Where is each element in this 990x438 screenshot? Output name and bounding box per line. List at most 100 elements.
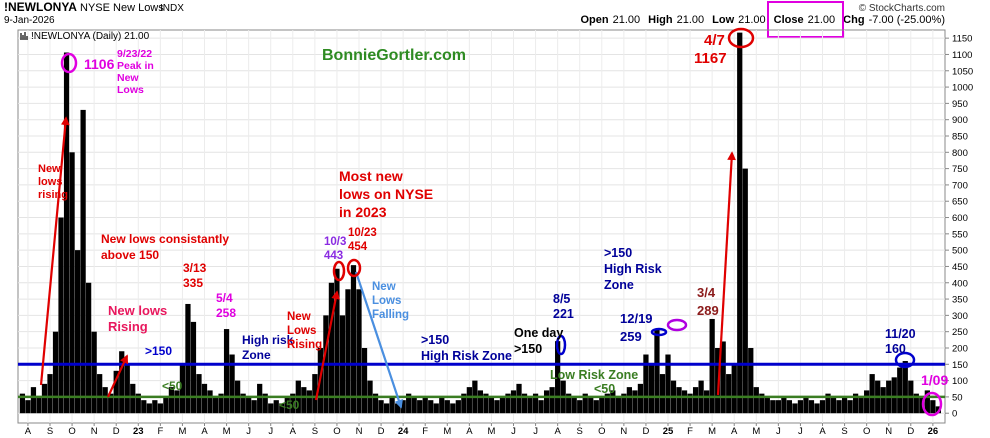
arrow <box>716 151 736 396</box>
quote: Open 21.00 High 21.00 Low 21.00 Close 21.00 Chg -… <box>581 14 946 26</box>
bar <box>174 390 180 414</box>
x-tick-label: J <box>533 426 538 437</box>
bar <box>599 396 605 414</box>
x-tick-label: N <box>885 426 892 437</box>
annotation: 3/13 <box>183 261 207 275</box>
annotation: Lows <box>287 325 316 337</box>
bar <box>350 265 357 414</box>
y-tick-label: 200 <box>952 343 968 354</box>
x-tick-label: A <box>466 426 473 437</box>
annotation: 1/09 <box>921 372 948 388</box>
annotation: 5/4 <box>216 291 233 305</box>
bar <box>615 396 621 414</box>
y-tick-label: 50 <box>952 392 963 403</box>
annotation: BonnieGortler.com <box>322 47 466 64</box>
bar <box>483 393 489 414</box>
y-tick-label: 750 <box>952 164 968 175</box>
bar <box>676 387 682 414</box>
bar <box>190 321 197 414</box>
bar <box>422 396 428 414</box>
bars <box>19 32 941 414</box>
bar <box>400 400 406 414</box>
arrow <box>314 290 340 401</box>
bar <box>97 374 103 414</box>
bar <box>201 383 208 414</box>
x-tick-label: A <box>290 426 297 437</box>
bar <box>543 390 550 414</box>
highlight-circle <box>666 318 688 332</box>
bar <box>273 400 279 414</box>
x-tick-label: J <box>246 426 251 437</box>
bar <box>461 393 467 414</box>
bar <box>681 390 688 414</box>
annotation: 10/23 <box>348 227 377 239</box>
bar <box>764 396 770 414</box>
x-tick-label: M <box>708 426 716 437</box>
quote-value: 21.00 <box>808 14 836 26</box>
quote-label: Low <box>712 14 734 26</box>
y-tick-label: 700 <box>952 180 968 191</box>
bar <box>69 152 75 414</box>
annotation: >150 <box>514 342 542 356</box>
highlight-circle <box>332 260 346 282</box>
index-name: NYSE New Lows <box>80 2 164 14</box>
bar <box>196 374 202 414</box>
quote-label: Close <box>774 14 804 26</box>
symbol: !NEWLONYA <box>4 0 77 14</box>
bar <box>499 396 506 414</box>
credit: © StockCharts.com <box>859 3 945 14</box>
bar <box>58 217 64 414</box>
bar <box>891 377 897 414</box>
bar <box>477 390 484 414</box>
y-tick-label: 500 <box>952 246 968 257</box>
bar <box>577 400 583 414</box>
bar <box>218 393 224 414</box>
y-tick-label: 400 <box>952 278 968 289</box>
bar <box>632 390 638 414</box>
bar <box>141 400 147 414</box>
bar <box>113 370 119 414</box>
y-tick-label: 0 <box>952 409 957 420</box>
bar <box>814 403 820 414</box>
bar <box>290 393 296 414</box>
arrows <box>39 116 736 409</box>
bar <box>852 393 859 414</box>
bar <box>880 387 886 414</box>
bar <box>146 403 152 414</box>
bar <box>588 396 594 414</box>
exchange: INDX <box>160 3 184 14</box>
y-tick-label: 250 <box>952 327 968 338</box>
bar <box>775 400 781 414</box>
bar <box>455 400 461 414</box>
x-tick-label: A <box>201 426 208 437</box>
bar <box>869 374 875 414</box>
annotation: Falling <box>372 309 409 321</box>
bar <box>726 374 732 414</box>
bar <box>240 393 246 414</box>
x-tick-label: N <box>620 426 627 437</box>
annotation: Zone <box>604 278 634 292</box>
annotation: <50 <box>594 382 615 396</box>
bar <box>610 390 616 414</box>
x-tick-label: S <box>841 426 847 437</box>
bar <box>80 109 86 414</box>
highlight-circle <box>555 334 567 356</box>
annotation: 221 <box>553 307 574 321</box>
annotation: 1167 <box>694 50 727 67</box>
annotation: Low Risk Zone <box>550 368 638 382</box>
bar <box>119 351 125 414</box>
annotation: 454 <box>348 241 368 253</box>
y-tick-label: 600 <box>952 213 968 224</box>
bar <box>709 318 715 414</box>
date: 9-Jan-2026 <box>4 15 55 26</box>
bar <box>659 374 666 414</box>
bar <box>433 403 439 414</box>
legend-icon <box>20 32 28 40</box>
annotation: High risk <box>242 333 294 347</box>
annotation: New <box>372 281 396 293</box>
bar <box>268 403 274 414</box>
bar <box>212 396 219 414</box>
annotation: Peak in <box>117 60 154 72</box>
x-tick-label: O <box>598 426 605 437</box>
bar <box>803 396 809 414</box>
